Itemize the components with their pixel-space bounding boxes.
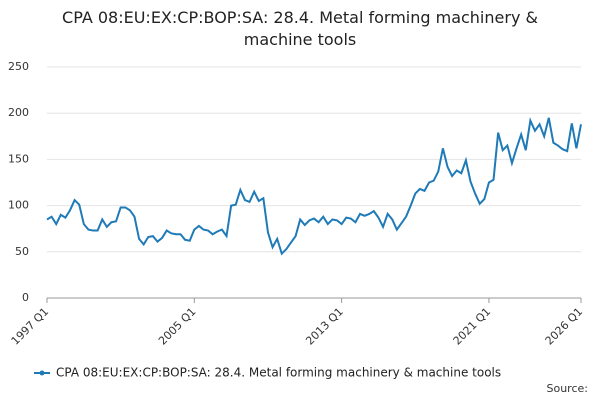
legend-marker — [39, 370, 45, 376]
y-tick-label: 250 — [8, 60, 29, 73]
x-tick-label: 2013 Q1 — [303, 305, 346, 348]
source: Source: — [547, 382, 589, 395]
y-tick-label: 50 — [15, 245, 29, 258]
y-tick-label: 150 — [8, 152, 29, 165]
x-tick-label: 2005 Q1 — [156, 305, 199, 348]
y-tick-label: 0 — [22, 291, 29, 304]
x-tick-label: 2026 Q1 — [543, 305, 586, 348]
y-tick-label: 200 — [8, 106, 29, 119]
chart-title: CPA 08:EU:EX:CP:BOP:SA: 28.4. Metal form… — [62, 8, 538, 49]
x-tick-label: 1997 Q1 — [9, 305, 52, 348]
legend-label: CPA 08:EU:EX:CP:BOP:SA: 28.4. Metal form… — [56, 366, 501, 380]
y-tick-label: 100 — [8, 199, 29, 212]
x-tick-label: 2021 Q1 — [451, 305, 494, 348]
data-line — [46, 117, 582, 256]
